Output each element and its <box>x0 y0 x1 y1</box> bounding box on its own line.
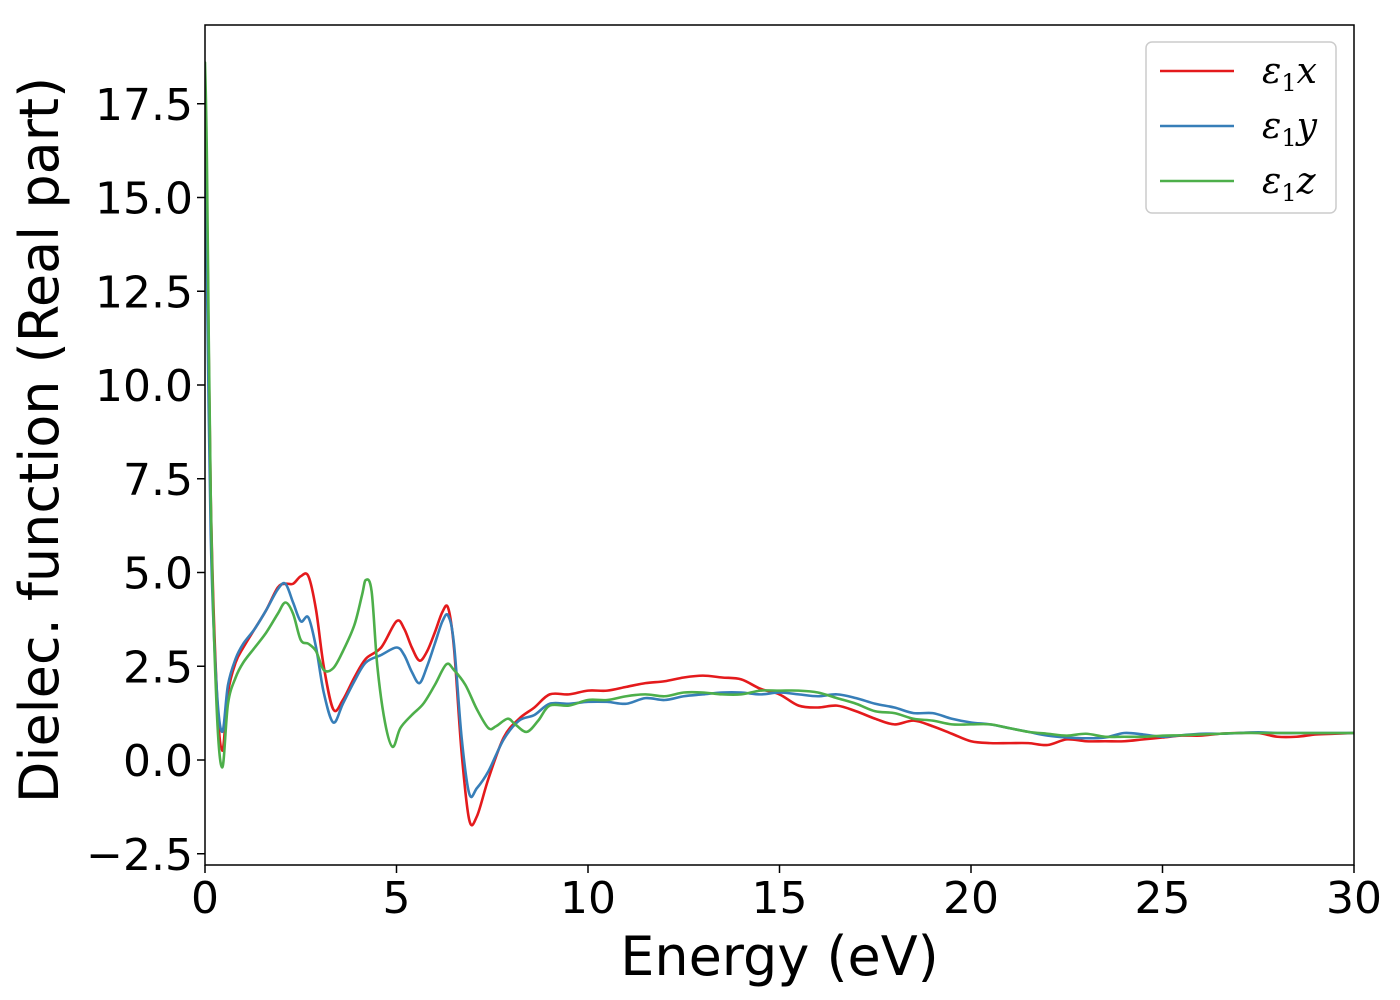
legend-label-2: ε1y <box>1262 106 1318 152</box>
y-axis-title: Dielec. function (Real part) <box>8 77 71 803</box>
series-line-1 <box>205 83 1354 827</box>
legend-symbol: ε <box>1262 51 1281 92</box>
series-line-3 <box>205 61 1354 769</box>
y-axis: −2.5 0.0 2.5 5.0 7.5 10.0 12.5 15.0 17.5 <box>86 80 205 881</box>
legend-axis: z <box>1296 161 1317 202</box>
y-tick-label: 17.5 <box>95 80 193 131</box>
y-tick-label: 0.0 <box>123 736 193 787</box>
y-tick-label: 10.0 <box>95 361 193 412</box>
legend-label-3: ε1z <box>1262 161 1317 207</box>
legend-subscript: 1 <box>1281 179 1296 207</box>
x-tick-label: 15 <box>752 873 808 924</box>
series-layer <box>205 61 1354 827</box>
x-tick-label: 0 <box>191 873 219 924</box>
y-tick-label: 7.5 <box>123 455 193 506</box>
x-tick-label: 5 <box>383 873 411 924</box>
legend-subscript: 1 <box>1281 69 1296 97</box>
x-tick-label: 10 <box>560 873 616 924</box>
y-tick-label: −2.5 <box>86 830 193 881</box>
legend-box <box>1145 41 1337 214</box>
y-tick-label: 12.5 <box>95 267 193 318</box>
legend-symbol: ε <box>1262 106 1281 147</box>
x-tick-label: 20 <box>943 873 999 924</box>
legend-subscript: 1 <box>1281 124 1296 152</box>
series-line-2 <box>205 158 1354 799</box>
y-tick-label: 5.0 <box>123 549 193 600</box>
y-tick-label: 15.0 <box>95 174 193 225</box>
x-tick-label: 25 <box>1135 873 1191 924</box>
legend-axis: y <box>1295 106 1318 147</box>
x-tick-label: 30 <box>1326 873 1382 924</box>
legend-symbol: ε <box>1262 161 1281 202</box>
x-axis: 0 5 10 15 20 25 30 <box>191 865 1382 924</box>
y-tick-label: 2.5 <box>123 642 193 693</box>
legend-axis: x <box>1297 51 1317 92</box>
legend-label-1: ε1x <box>1262 51 1317 97</box>
x-axis-title: Energy (eV) <box>620 925 939 988</box>
